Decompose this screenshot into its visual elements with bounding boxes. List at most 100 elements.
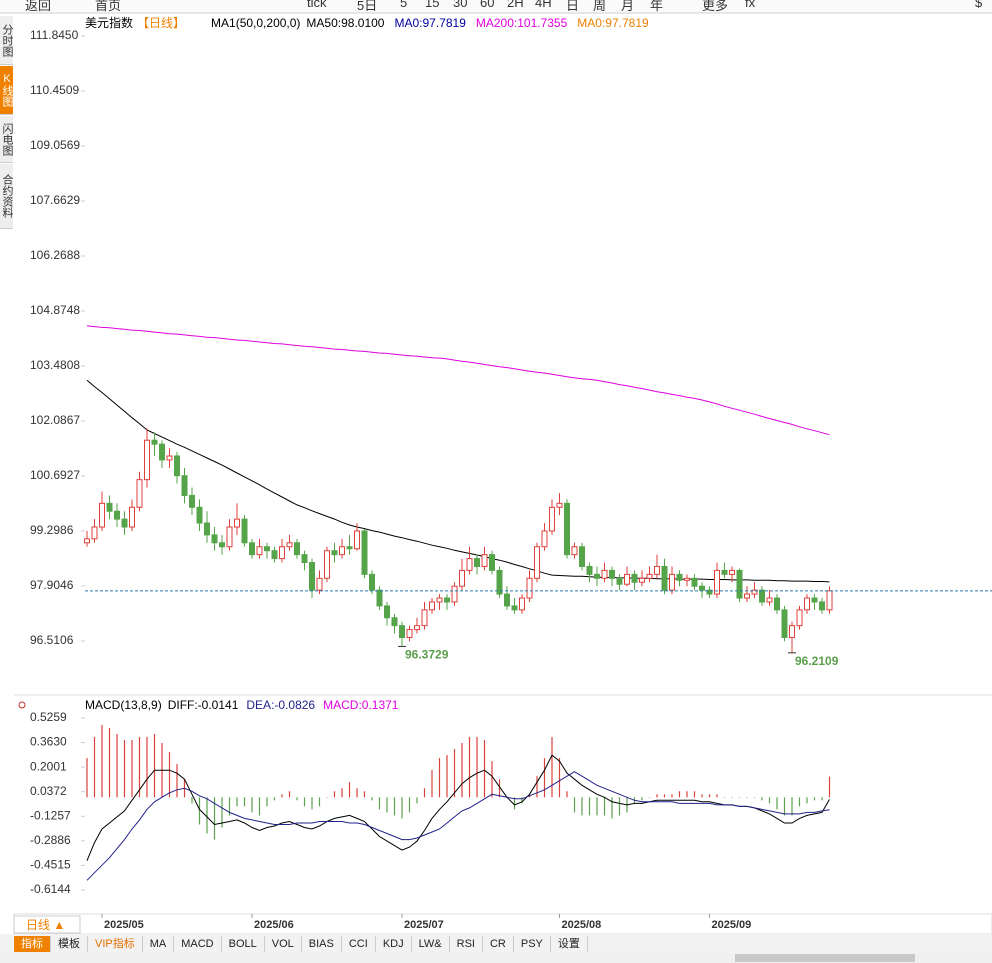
macd-bar — [153, 733, 156, 798]
macd-bar — [521, 797, 523, 804]
macd-bar — [783, 797, 786, 816]
indicator-tab[interactable]: MACD — [174, 936, 222, 952]
toolbar-button[interactable]: fx — [745, 0, 756, 10]
toolbar-button[interactable]: 5 — [400, 0, 408, 10]
candle-body — [519, 597, 525, 611]
candle-body — [391, 617, 398, 627]
indicator-tab[interactable]: 指标 — [14, 936, 51, 952]
toolbar-button[interactable]: 更多 — [702, 0, 729, 13]
header-label: MA1(50,0,200,0) — [211, 16, 300, 30]
toolbar-button[interactable]: 年 — [650, 0, 664, 13]
indicator-tab[interactable]: LW& — [412, 936, 450, 952]
toolbar-button[interactable]: 周 — [593, 0, 607, 13]
y-tick-label: -0.1257 — [30, 808, 71, 822]
date-axis-bg — [13, 913, 992, 935]
side-tab[interactable]: 闪电图 — [0, 116, 13, 163]
candle-body — [826, 590, 833, 611]
macd-bar — [386, 797, 388, 813]
y-tick-label: 0.5259 — [30, 710, 67, 724]
toolbar-button[interactable]: 15 — [425, 0, 440, 10]
toolbar-button[interactable]: 4H — [535, 0, 552, 10]
ma-line — [86, 379, 830, 583]
indicator-tab[interactable]: BIAS — [302, 936, 342, 952]
side-tab[interactable]: K线图 — [0, 66, 13, 115]
candle-body — [819, 601, 825, 611]
candle-body — [286, 542, 293, 548]
toolbar-button[interactable]: 返回 — [25, 0, 52, 13]
macd-bar — [813, 797, 816, 801]
indicator-tab[interactable]: MA — [143, 936, 175, 952]
macd-bar — [656, 794, 658, 798]
candle-body — [354, 530, 360, 550]
candle-body — [526, 577, 533, 599]
ma-line — [86, 325, 830, 436]
macd-bar — [378, 797, 381, 810]
macd-bar — [116, 733, 118, 798]
macd-bar — [318, 797, 321, 807]
candle-body — [534, 546, 540, 579]
candle-body — [91, 526, 98, 540]
macd-bar — [326, 797, 328, 798]
indicator-tab[interactable]: RSI — [450, 936, 483, 952]
indicator-tab[interactable]: CCI — [342, 936, 376, 952]
macd-bar — [131, 740, 133, 798]
settings-icon[interactable] — [18, 701, 26, 709]
toolbar-button[interactable]: 首页 — [95, 0, 122, 13]
toolbar-button[interactable]: 月 — [621, 0, 635, 13]
macd-bar — [461, 743, 463, 798]
candle-body — [271, 550, 278, 560]
toolbar-button[interactable]: tick — [307, 0, 327, 10]
indicator-tab[interactable]: KDJ — [376, 936, 412, 952]
candle-body — [466, 558, 473, 571]
toolbar-button[interactable]: 60 — [480, 0, 495, 10]
candle-body — [309, 562, 315, 591]
macd-bar — [86, 758, 88, 798]
macd-bar — [648, 797, 651, 798]
header-label: DEA:-0.0826 — [246, 698, 315, 712]
toolbar-button[interactable]: 2H — [507, 0, 524, 10]
indicator-tab[interactable]: PSY — [514, 936, 551, 952]
toolbar-button[interactable]: $ — [975, 0, 983, 10]
candle-body — [609, 569, 615, 579]
indicator-tab[interactable]: VOL — [265, 936, 302, 952]
candle-body — [661, 565, 668, 591]
side-tab[interactable]: 合约资料 — [0, 164, 13, 229]
header-label: 美元指数 — [85, 15, 133, 30]
y-tick-label: 0.3630 — [30, 735, 67, 749]
macd-bar — [108, 727, 111, 798]
candle-body — [384, 605, 390, 619]
candle-body — [541, 530, 548, 548]
macd-bar — [446, 755, 448, 798]
indicator-tab[interactable]: CR — [483, 936, 514, 952]
header-label: MACD:0.1371 — [323, 698, 399, 712]
toolbar-button[interactable]: 日 — [566, 0, 580, 13]
candle-body — [324, 550, 330, 579]
macd-bar — [266, 797, 268, 807]
macd-bar — [693, 791, 696, 798]
period-button[interactable]: 日线 ▲ — [26, 918, 65, 932]
x-tick-label: 2025/07 — [404, 919, 444, 931]
period-box[interactable] — [13, 915, 81, 934]
indicator-tab[interactable]: VIP指标 — [88, 936, 143, 952]
scrollbar-thumb[interactable] — [735, 954, 915, 962]
candle-body — [811, 597, 818, 603]
macd-bar — [731, 797, 733, 798]
side-tab[interactable]: 分时图 — [0, 16, 13, 65]
macd-bar — [663, 794, 666, 798]
candle-body — [489, 554, 495, 571]
indicator-tab[interactable]: 模板 — [51, 936, 88, 952]
macd-bar — [416, 797, 418, 804]
candle-body — [369, 573, 375, 591]
candle-body — [624, 573, 630, 585]
toolbar-button[interactable]: 30 — [453, 0, 468, 10]
indicator-tab[interactable]: 设置 — [551, 936, 588, 952]
indicator-tab[interactable]: BOLL — [222, 936, 265, 952]
toolbar-button[interactable]: 5日 — [357, 0, 378, 13]
x-tick-label: 2025/06 — [254, 919, 294, 931]
candle-body — [219, 542, 225, 548]
macd-bar — [558, 758, 561, 798]
candle-body — [346, 546, 353, 550]
candle-body — [646, 573, 653, 579]
candle-body — [144, 439, 150, 481]
macd-bar — [746, 797, 748, 798]
